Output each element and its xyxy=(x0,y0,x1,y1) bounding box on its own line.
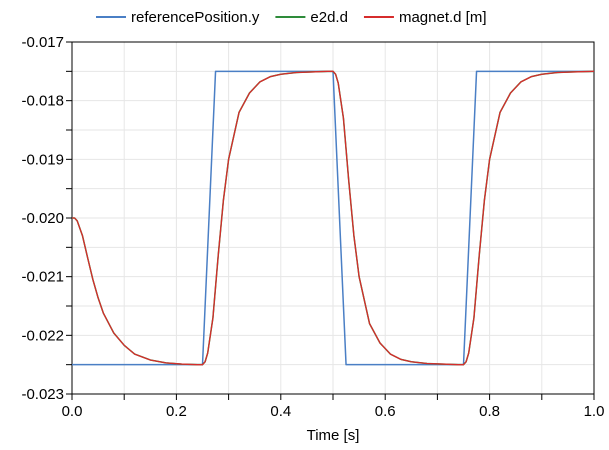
x-tick-label: 0.8 xyxy=(479,403,500,420)
y-tick-label: -0.021 xyxy=(21,269,64,286)
legend-label: magnet.d [m] xyxy=(399,9,487,26)
y-tick-label: -0.023 xyxy=(21,386,64,403)
x-tick-label: 0.4 xyxy=(270,403,291,420)
y-tick-label: -0.018 xyxy=(21,93,64,110)
axis-tick-labels: 0.0 0.2 0.4 0.6 0.8 1.0 -0.017 -0.018 -0.019 -0.0… xyxy=(21,34,604,420)
x-axis-title: Time [s] xyxy=(307,427,360,444)
y-tick-label: -0.020 xyxy=(21,210,64,227)
x-tick-label: 0.0 xyxy=(62,403,83,420)
y-tick-label: -0.022 xyxy=(21,327,64,344)
x-tick-label: 0.6 xyxy=(375,403,396,420)
legend-label: referencePosition.y xyxy=(131,9,260,26)
legend-label: e2d.d xyxy=(310,9,348,26)
series-line-3 xyxy=(72,70,595,366)
series-line-1 xyxy=(72,70,594,366)
y-tick-label: -0.019 xyxy=(21,151,64,168)
grid xyxy=(72,42,594,394)
axis-ticks xyxy=(66,41,595,400)
series-lines xyxy=(72,70,595,366)
y-tick-label: -0.017 xyxy=(21,34,64,51)
legend: referencePosition.y e2d.d magnet.d [m] xyxy=(96,9,487,26)
x-tick-label: 1.0 xyxy=(584,403,605,420)
x-tick-label: 0.2 xyxy=(166,403,187,420)
